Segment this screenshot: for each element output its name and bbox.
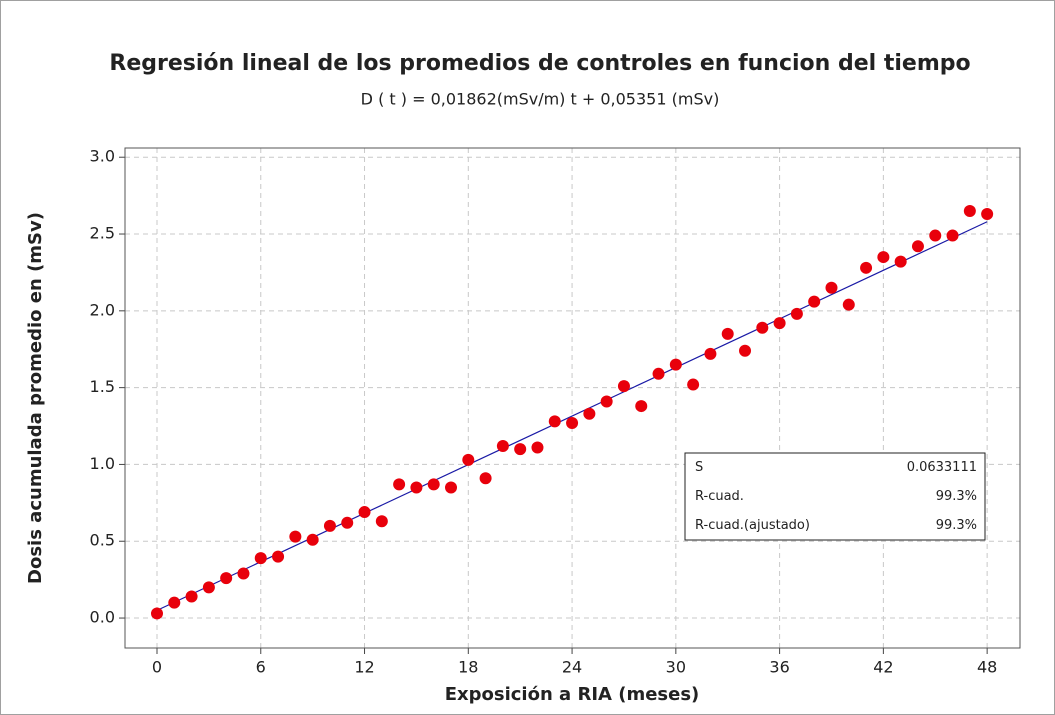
point	[375, 515, 388, 528]
point	[254, 552, 267, 565]
point	[756, 321, 769, 334]
x-axis-label: Exposición a RIA (meses)	[445, 684, 700, 705]
point	[600, 395, 613, 408]
y-tick-label: 0.0	[90, 608, 115, 627]
point	[894, 255, 907, 268]
point	[237, 567, 250, 580]
chart-title: Regresión lineal de los promedios de con…	[109, 51, 970, 76]
y-tick-label: 1.5	[90, 377, 115, 396]
x-tick-label: 6	[256, 658, 266, 677]
point	[445, 481, 458, 494]
point	[773, 317, 786, 330]
y-tick-label: 1.0	[90, 454, 115, 473]
point	[583, 407, 596, 420]
stats-label: R-cuad.	[695, 489, 744, 504]
y-axis-label: Dosis acumulada promedio en (mSv)	[25, 212, 46, 584]
y-tick-label: 2.5	[90, 224, 115, 243]
point	[566, 416, 579, 429]
point	[704, 347, 717, 360]
x-tick-label: 42	[873, 658, 893, 677]
point	[790, 307, 803, 320]
stats-value: 0.0633111	[907, 460, 977, 475]
point	[808, 295, 821, 308]
x-tick-label: 0	[152, 658, 162, 677]
point	[911, 240, 924, 253]
point	[393, 478, 406, 491]
point	[289, 530, 302, 543]
x-tick-label: 30	[666, 658, 686, 677]
point	[202, 581, 215, 594]
point	[739, 344, 752, 357]
point	[358, 506, 371, 519]
chart-subtitle: D ( t ) = 0,01862(mSv/m) t + 0,05351 (mS…	[361, 90, 720, 109]
point	[548, 415, 561, 428]
point	[929, 229, 942, 242]
point	[981, 208, 994, 221]
x-tick-label: 24	[562, 658, 582, 677]
point	[531, 441, 544, 454]
stats-box	[684, 452, 986, 541]
point	[669, 358, 682, 371]
point	[150, 607, 163, 620]
point	[514, 443, 527, 456]
point	[272, 550, 285, 563]
point	[410, 481, 423, 494]
point	[479, 472, 492, 485]
y-tick-label: 0.5	[90, 531, 115, 550]
point	[721, 327, 734, 340]
y-tick-label: 3.0	[90, 147, 115, 166]
point	[306, 533, 319, 546]
point	[860, 261, 873, 274]
point	[185, 590, 198, 603]
point	[652, 367, 665, 380]
y-tick-label: 2.0	[90, 300, 115, 319]
plot-frame	[124, 147, 1021, 649]
point	[496, 440, 509, 453]
point	[842, 298, 855, 311]
x-tick-label: 12	[354, 658, 374, 677]
point	[687, 378, 700, 391]
x-tick-label: 18	[458, 658, 478, 677]
stats-label: S	[695, 460, 703, 475]
stats-label: R-cuad.(ajustado)	[695, 518, 810, 533]
point	[635, 400, 648, 413]
point	[825, 281, 838, 294]
point	[462, 453, 475, 466]
fit-line	[156, 221, 988, 611]
x-tick-label: 48	[977, 658, 997, 677]
point	[963, 204, 976, 217]
stats-value: 99.3%	[936, 489, 977, 504]
point	[220, 572, 233, 585]
point	[168, 596, 181, 609]
point	[946, 229, 959, 242]
point	[427, 478, 440, 491]
stats-value: 99.3%	[936, 518, 977, 533]
point	[877, 251, 890, 264]
point	[617, 380, 630, 393]
point	[323, 519, 336, 532]
x-tick-label: 36	[769, 658, 789, 677]
point	[341, 516, 354, 529]
